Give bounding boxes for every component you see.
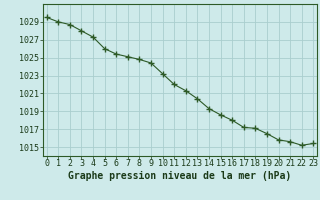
X-axis label: Graphe pression niveau de la mer (hPa): Graphe pression niveau de la mer (hPa) [68,171,292,181]
